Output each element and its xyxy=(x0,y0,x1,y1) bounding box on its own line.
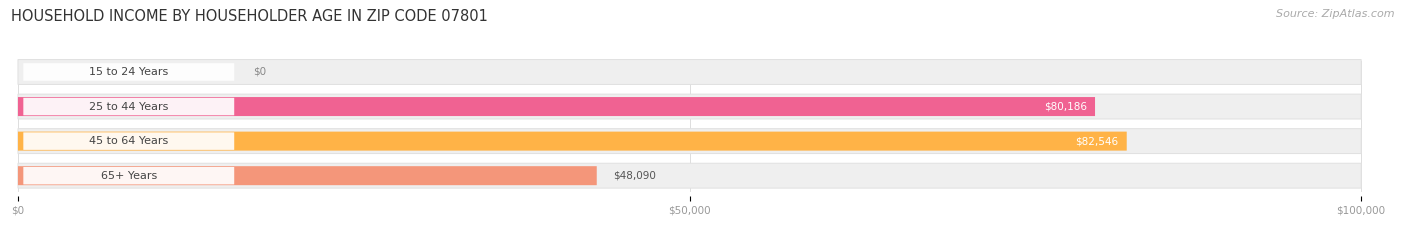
FancyBboxPatch shape xyxy=(18,163,1361,188)
FancyBboxPatch shape xyxy=(24,63,235,81)
Text: 65+ Years: 65+ Years xyxy=(101,171,157,181)
Text: $82,546: $82,546 xyxy=(1076,136,1119,146)
FancyBboxPatch shape xyxy=(18,94,1361,119)
FancyBboxPatch shape xyxy=(18,166,596,185)
Text: 45 to 64 Years: 45 to 64 Years xyxy=(89,136,169,146)
Text: 15 to 24 Years: 15 to 24 Years xyxy=(89,67,169,77)
FancyBboxPatch shape xyxy=(18,60,1361,84)
FancyBboxPatch shape xyxy=(18,97,1095,116)
Text: $80,186: $80,186 xyxy=(1045,102,1087,112)
FancyBboxPatch shape xyxy=(24,167,235,184)
Text: 25 to 44 Years: 25 to 44 Years xyxy=(89,102,169,112)
FancyBboxPatch shape xyxy=(24,132,235,150)
FancyBboxPatch shape xyxy=(24,98,235,115)
Text: HOUSEHOLD INCOME BY HOUSEHOLDER AGE IN ZIP CODE 07801: HOUSEHOLD INCOME BY HOUSEHOLDER AGE IN Z… xyxy=(11,9,488,24)
FancyBboxPatch shape xyxy=(18,132,1126,151)
Text: Source: ZipAtlas.com: Source: ZipAtlas.com xyxy=(1277,9,1395,19)
Text: $48,090: $48,090 xyxy=(613,171,655,181)
FancyBboxPatch shape xyxy=(18,129,1361,154)
Text: $0: $0 xyxy=(253,67,266,77)
